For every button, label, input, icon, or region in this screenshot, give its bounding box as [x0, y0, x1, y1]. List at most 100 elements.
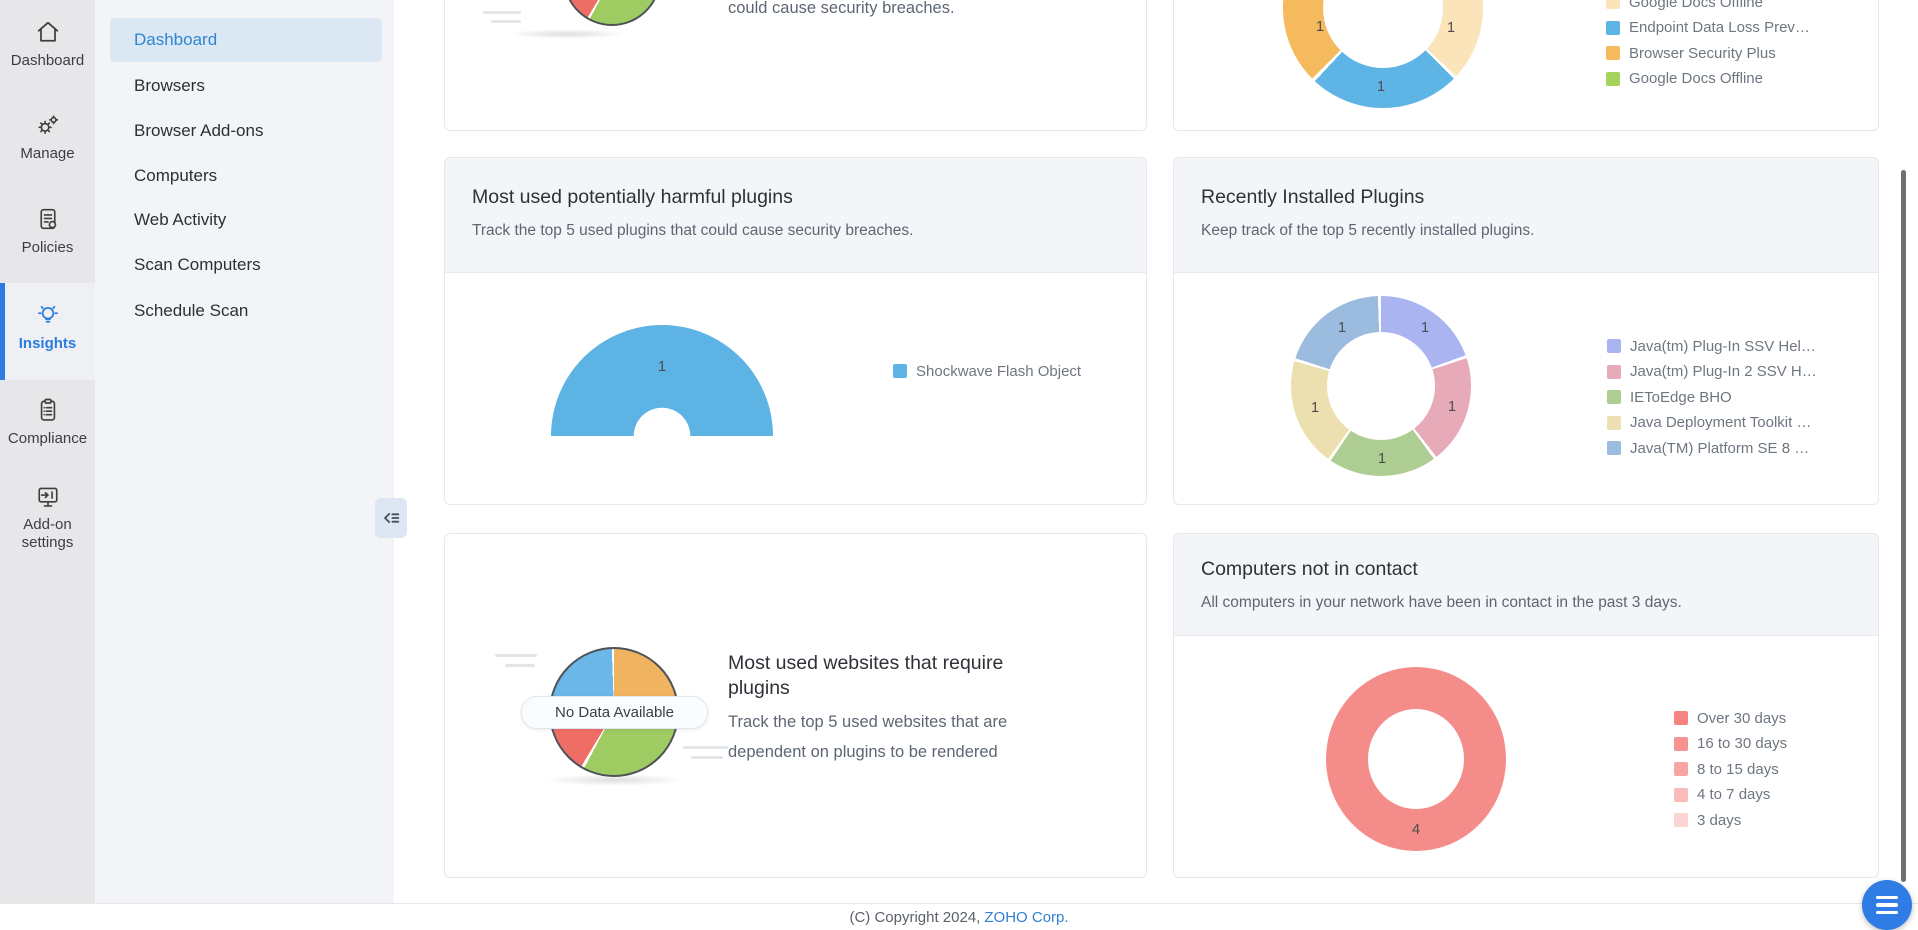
legend-swatch — [1606, 20, 1620, 35]
legend-swatch — [1607, 441, 1621, 455]
legend-item[interactable]: 16 to 30 days — [1674, 735, 1787, 752]
card-websites-plugins: No Data Available Most used websites tha… — [444, 533, 1147, 878]
rail-label: Dashboard — [10, 52, 85, 69]
legend-item[interactable]: Over 30 days — [1674, 710, 1787, 727]
card-title: Most used potentially harmful plugins — [472, 186, 793, 208]
chart-legend: Java(tm) Plug-In SSV Hel… Java(tm) Plug-… — [1607, 338, 1817, 467]
donut-segment-value: 1 — [1420, 320, 1430, 336]
legend-swatch — [1674, 762, 1688, 776]
donut-segment-value: 1 — [1377, 451, 1387, 467]
card-top-left-clipped: could cause security breaches. — [444, 0, 1147, 131]
pie-shadow — [543, 774, 686, 786]
half-donut — [551, 325, 773, 436]
donut-segment-value: 4 — [1411, 822, 1421, 838]
legend-item[interactable]: Java(TM) Platform SE 8 … — [1607, 440, 1817, 457]
rail-item-manage[interactable]: Manage — [0, 111, 95, 163]
sidebar-item-browsers[interactable]: Browsers — [134, 76, 205, 95]
card-recently-installed: Recently Installed Plugins Keep track of… — [1173, 157, 1879, 505]
legend-swatch — [1607, 339, 1621, 353]
policy-document-icon — [34, 205, 62, 233]
vertical-scrollbar[interactable] — [1901, 170, 1906, 882]
chart-legend: Over 30 days 16 to 30 days 8 to 15 days … — [1674, 710, 1787, 839]
legend-item[interactable]: Google Docs Offline — [1606, 70, 1810, 87]
home-icon — [34, 18, 62, 46]
legend-swatch — [1606, 71, 1620, 86]
monitor-arrow-icon — [34, 482, 62, 510]
chart-legend: Shockwave Flash Object — [893, 363, 1081, 390]
chart-legend: Google Docs Offline Endpoint Data Loss P… — [1606, 0, 1810, 97]
donut-segment-value: 1 — [1446, 20, 1456, 36]
card-title: Recently Installed Plugins — [1201, 186, 1425, 208]
sidebar-menu: Dashboard Browsers Browser Add-ons Compu… — [95, 0, 394, 903]
legend-swatch — [1607, 390, 1621, 404]
sidebar-item-dashboard[interactable]: Dashboard — [110, 18, 382, 62]
donut-segment-value: 1 — [1376, 79, 1386, 95]
rail-item-policies[interactable]: Policies — [0, 205, 95, 257]
clipboard-icon — [34, 396, 62, 424]
rail-label: Compliance — [7, 430, 88, 447]
speed-line — [691, 756, 723, 759]
legend-swatch — [1606, 0, 1620, 9]
nav-rail-active-indicator — [0, 283, 5, 380]
sidebar-item-computers[interactable]: Computers — [134, 166, 218, 185]
legend-item[interactable]: Browser Security Plus — [1606, 45, 1810, 62]
nav-rail: Dashboard Manage Policies — [0, 0, 95, 903]
legend-item[interactable]: 3 days — [1674, 812, 1787, 829]
copyright-text: (C) Copyright 2024, — [849, 908, 981, 926]
floating-menu-button[interactable] — [1862, 880, 1912, 930]
footer: (C) Copyright 2024, ZOHO Corp. — [0, 903, 1918, 930]
legend-item[interactable]: Java(tm) Plug-In 2 SSV H… — [1607, 363, 1817, 380]
legend-item[interactable]: 4 to 7 days — [1674, 786, 1787, 803]
card-not-in-contact: Computers not in contact All computers i… — [1173, 533, 1879, 878]
card-subtitle-visible-line: could cause security breaches. — [728, 0, 955, 17]
legend-item[interactable]: Java Deployment Toolkit … — [1607, 414, 1817, 431]
rail-label: Policies — [21, 239, 74, 256]
rail-item-addon-settings[interactable]: Add-on settings — [0, 482, 95, 552]
legend-swatch — [1607, 364, 1621, 379]
legend-item[interactable]: Google Docs Offline — [1606, 0, 1810, 11]
collapse-sidebar-icon — [380, 507, 402, 529]
speed-line — [683, 746, 728, 749]
speed-line — [495, 654, 537, 657]
no-data-badge: No Data Available — [521, 696, 708, 729]
recently-installed-donut-chart — [1291, 296, 1471, 476]
donut-segment-value: 1 — [1310, 400, 1320, 416]
sidebar-collapse-button[interactable] — [375, 498, 407, 538]
legend-item[interactable]: Endpoint Data Loss Prev… — [1606, 19, 1810, 36]
sidebar-item-browser-addons[interactable]: Browser Add-ons — [134, 121, 264, 140]
legend-swatch — [1674, 787, 1688, 802]
card-harmful-plugins: Most used potentially harmful plugins Tr… — [444, 157, 1147, 505]
card-subtitle: Keep track of the top 5 recently install… — [1201, 222, 1535, 239]
no-data-pie-illustration — [563, 0, 661, 26]
legend-item[interactable]: Shockwave Flash Object — [893, 363, 1081, 380]
harmful-plugins-half-donut-chart: 1 — [551, 325, 773, 436]
legend-item[interactable]: Java(tm) Plug-In SSV Hel… — [1607, 338, 1817, 355]
rail-item-dashboard[interactable]: Dashboard — [0, 18, 95, 70]
lightbulb-icon — [34, 301, 62, 329]
rail-item-compliance[interactable]: Compliance — [0, 396, 95, 448]
legend-swatch — [1607, 415, 1621, 430]
donut-segment-value: 1 — [657, 359, 667, 375]
sidebar-item-web-activity[interactable]: Web Activity — [134, 210, 227, 229]
rail-label: Insights — [18, 335, 77, 352]
donut-segment-value: 1 — [1447, 399, 1457, 415]
pie-shadow — [506, 29, 628, 39]
zoho-corp-link[interactable]: ZOHO Corp. — [984, 908, 1069, 926]
sidebar-item-schedule-scan[interactable]: Schedule Scan — [134, 301, 249, 320]
gears-icon — [34, 111, 62, 139]
sidebar-item-scan-computers[interactable]: Scan Computers — [134, 255, 261, 274]
card-subtitle: All computers in your network have been … — [1201, 594, 1682, 611]
rail-label: Manage — [20, 145, 75, 162]
legend-item[interactable]: IEToEdge BHO — [1607, 389, 1817, 406]
legend-swatch — [1674, 736, 1688, 751]
legend-swatch — [1606, 46, 1620, 60]
donut-segment-value: 1 — [1315, 19, 1325, 35]
legend-swatch — [1674, 813, 1688, 827]
card-subtitle: Track the top 5 used websites that are d… — [728, 713, 1008, 761]
card-subtitle: Track the top 5 used plugins that could … — [472, 222, 914, 239]
rail-label: Add-on settings — [21, 516, 74, 551]
rail-item-insights[interactable]: Insights — [0, 301, 95, 353]
legend-item[interactable]: 8 to 15 days — [1674, 761, 1787, 778]
donut-segment-value: 1 — [1337, 320, 1347, 336]
